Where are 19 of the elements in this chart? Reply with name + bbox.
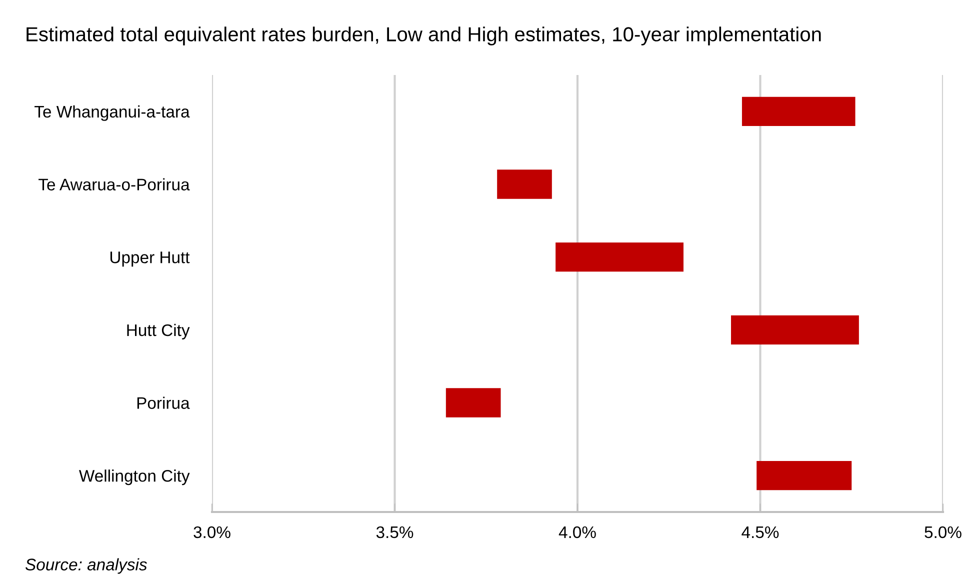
bar: [742, 96, 856, 126]
x-tick-label: 3.5%: [376, 526, 414, 538]
x-tick-label: 3.0%: [194, 526, 230, 538]
y-tick-label: Te Whanganui-a-tara: [34, 105, 190, 121]
bar: [556, 242, 684, 272]
bar: [446, 388, 501, 418]
y-tick-label: Wellington City: [78, 470, 190, 486]
x-tick-label: 5.0%: [924, 526, 962, 538]
x-tick-label: 4.0%: [558, 526, 596, 538]
y-tick-label: Upper Hutt: [110, 252, 190, 267]
x-tick-label: 4.5%: [742, 526, 779, 538]
y-tick-label: Hutt City: [127, 324, 190, 340]
source-note: Source: analysis: [25, 558, 147, 574]
y-tick-label: Te Awarua-o-Porirua: [38, 178, 190, 190]
bar: [731, 315, 859, 344]
bar: [756, 461, 852, 490]
chart-title: Estimated total equivalent rates burden, Low and High estimates, 10-year implementation: [26, 26, 821, 46]
y-tick-label: Porirua: [137, 396, 190, 409]
bar: [497, 170, 552, 199]
